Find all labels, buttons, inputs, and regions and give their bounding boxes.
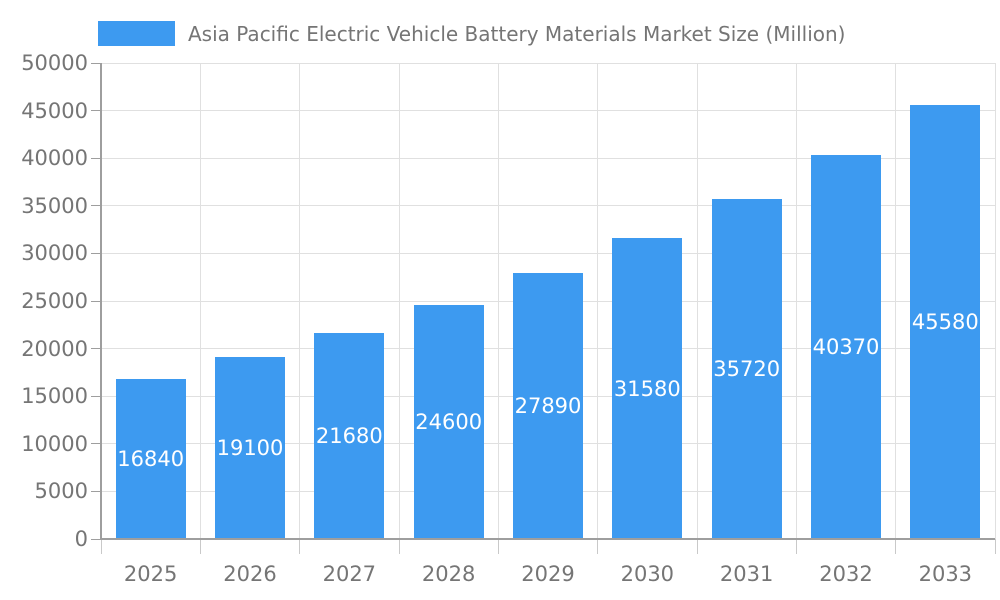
bar-value-label: 24600 bbox=[415, 409, 483, 434]
bar-2028[interactable] bbox=[413, 304, 484, 538]
y-axis-tick-label: 50000 bbox=[21, 51, 88, 75]
y-tick-mark bbox=[91, 395, 101, 397]
x-gridline bbox=[994, 63, 996, 539]
bar-2030[interactable] bbox=[612, 238, 683, 538]
x-tick-mark bbox=[398, 539, 400, 554]
y-gridline bbox=[101, 110, 995, 112]
x-axis-line bbox=[100, 538, 995, 540]
x-axis-tick-label: 2032 bbox=[819, 562, 873, 586]
x-tick-mark bbox=[696, 539, 698, 554]
y-tick-mark bbox=[91, 62, 101, 64]
x-gridline bbox=[795, 63, 797, 539]
x-gridline bbox=[597, 63, 599, 539]
y-axis-line bbox=[100, 63, 102, 539]
x-axis-tick-label: 2029 bbox=[521, 562, 575, 586]
x-tick-mark bbox=[795, 539, 797, 554]
y-gridline bbox=[101, 62, 995, 64]
bar-value-label: 27890 bbox=[514, 394, 582, 419]
x-tick-mark bbox=[199, 539, 201, 554]
x-axis-tick-label: 2025 bbox=[123, 562, 178, 586]
x-axis-tick-label: 2028 bbox=[421, 562, 476, 586]
bar-2031[interactable] bbox=[711, 198, 782, 538]
bar-value-label: 19100 bbox=[216, 436, 284, 461]
x-gridline bbox=[696, 63, 698, 539]
bar-2029[interactable] bbox=[513, 273, 583, 538]
y-axis-tick-label: 45000 bbox=[21, 98, 88, 123]
x-gridline bbox=[497, 63, 499, 539]
y-gridline bbox=[101, 157, 995, 159]
y-axis-tick-label: 20000 bbox=[21, 336, 88, 361]
bar-value-label: 21680 bbox=[315, 423, 383, 448]
bar-value-label: 31580 bbox=[613, 376, 681, 401]
x-axis-tick-label: 2027 bbox=[322, 562, 377, 586]
x-axis-tick-label: 2033 bbox=[918, 562, 973, 586]
y-tick-mark bbox=[91, 348, 101, 350]
y-axis-tick-label: 25000 bbox=[21, 289, 88, 313]
y-axis-tick-label: 10000 bbox=[21, 431, 88, 456]
x-gridline bbox=[895, 63, 897, 539]
bar-2032[interactable] bbox=[811, 154, 881, 538]
y-axis-tick-label: 40000 bbox=[21, 146, 88, 171]
legend-item[interactable]: Asia Pacific Electric Vehicle Battery Ma… bbox=[98, 21, 845, 46]
bar-2026[interactable] bbox=[215, 357, 285, 538]
y-gridline bbox=[101, 252, 995, 254]
x-gridline bbox=[199, 63, 201, 539]
x-tick-mark bbox=[100, 539, 102, 554]
bar-2025[interactable] bbox=[115, 378, 186, 538]
legend-swatch bbox=[98, 21, 175, 46]
y-tick-mark bbox=[91, 252, 101, 254]
legend-label: Asia Pacific Electric Vehicle Battery Ma… bbox=[188, 21, 846, 46]
y-axis-tick-label: 30000 bbox=[21, 241, 88, 266]
x-gridline bbox=[398, 63, 400, 539]
bar-2033[interactable] bbox=[910, 105, 981, 538]
y-tick-mark bbox=[91, 538, 101, 540]
y-tick-mark bbox=[91, 110, 101, 112]
y-axis-tick-label: 0 bbox=[74, 527, 88, 551]
x-axis-tick-label: 2031 bbox=[719, 562, 774, 586]
bar-value-label: 40370 bbox=[812, 334, 880, 359]
x-tick-mark bbox=[497, 539, 499, 554]
y-tick-mark bbox=[91, 490, 101, 492]
y-axis-tick-label: 15000 bbox=[21, 384, 88, 409]
x-axis-tick-label: 2030 bbox=[620, 562, 675, 586]
bar-value-label: 35720 bbox=[713, 356, 781, 381]
x-gridline bbox=[299, 63, 301, 539]
bar-value-label: 45580 bbox=[911, 310, 979, 335]
x-tick-mark bbox=[994, 539, 996, 554]
y-tick-mark bbox=[91, 157, 101, 159]
y-tick-mark bbox=[91, 205, 101, 207]
x-axis-tick-label: 2026 bbox=[223, 562, 277, 586]
bar-2027[interactable] bbox=[314, 332, 385, 538]
y-axis-tick-label: 35000 bbox=[21, 193, 88, 218]
x-tick-mark bbox=[895, 539, 897, 554]
y-tick-mark bbox=[91, 300, 101, 302]
x-tick-mark bbox=[597, 539, 599, 554]
y-axis-tick-label: 5000 bbox=[34, 479, 88, 504]
y-gridline bbox=[101, 205, 995, 207]
x-tick-mark bbox=[299, 539, 301, 554]
bar-value-label: 16840 bbox=[117, 446, 185, 471]
y-tick-mark bbox=[91, 443, 101, 445]
